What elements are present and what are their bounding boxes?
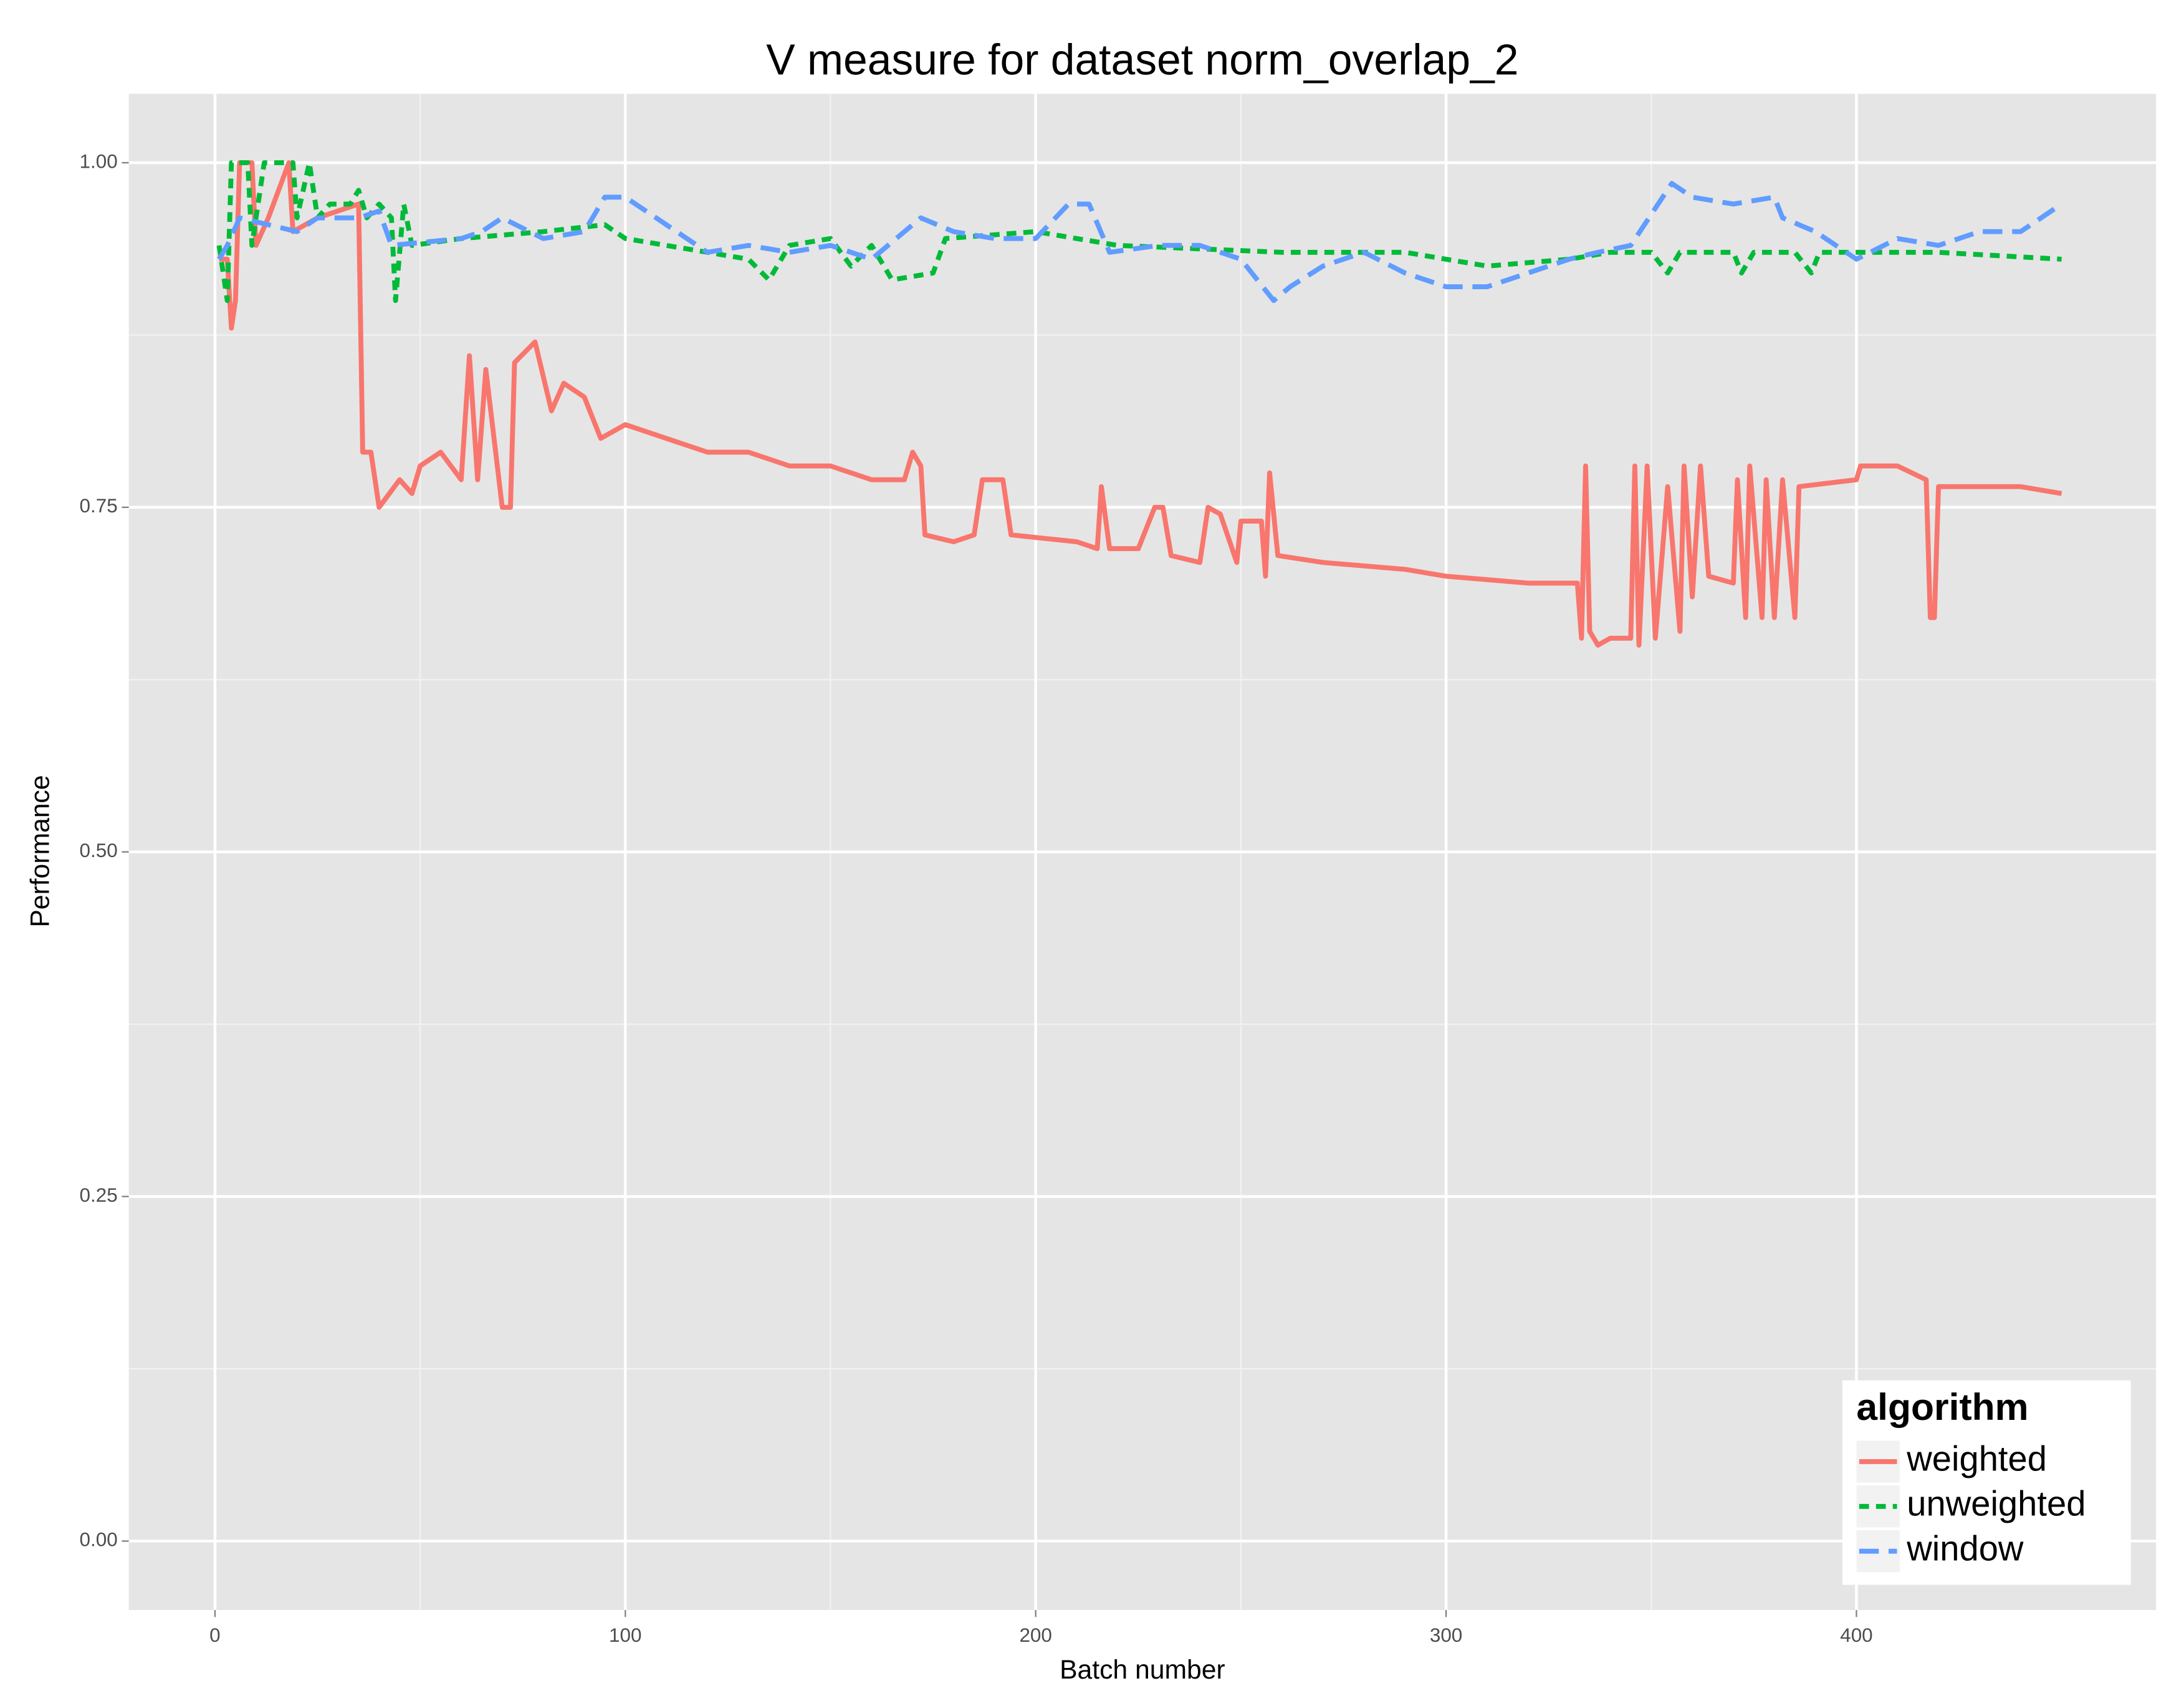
grid: 0.00 0.25 0.50 0.75 1.00 0 100 200 300 400 — [79, 93, 2157, 1646]
y-tick-label: 1.00 — [79, 150, 117, 172]
legend-label: window — [1906, 1528, 2024, 1568]
x-tick-label: 200 — [1019, 1624, 1051, 1646]
y-axis-title: Performance — [26, 775, 55, 927]
x-tick-label: 300 — [1430, 1624, 1462, 1646]
y-tick-label: 0.50 — [79, 840, 117, 861]
y-tick-label: 0.75 — [79, 495, 117, 517]
series-line — [217, 181, 2063, 304]
x-tick-label: 100 — [609, 1624, 641, 1646]
legend-title: algorithm — [1856, 1386, 2028, 1428]
legend-label: weighted — [1906, 1439, 2047, 1478]
x-axis-title: Batch number — [1060, 1655, 1225, 1685]
y-tick-label: 0.25 — [79, 1184, 117, 1206]
x-tick-label: 400 — [1840, 1624, 1872, 1646]
x-tick-label: 0 — [209, 1624, 220, 1646]
series-line — [216, 160, 2062, 304]
chart-title: V measure for dataset norm_overlap_2 — [766, 35, 1518, 84]
legend: algorithm weighted unweighted window — [1842, 1380, 2131, 1585]
lines — [216, 160, 2063, 648]
series-line — [219, 160, 2062, 648]
legend-label: unweighted — [1907, 1484, 2086, 1523]
y-tick-label: 0.00 — [79, 1529, 117, 1551]
